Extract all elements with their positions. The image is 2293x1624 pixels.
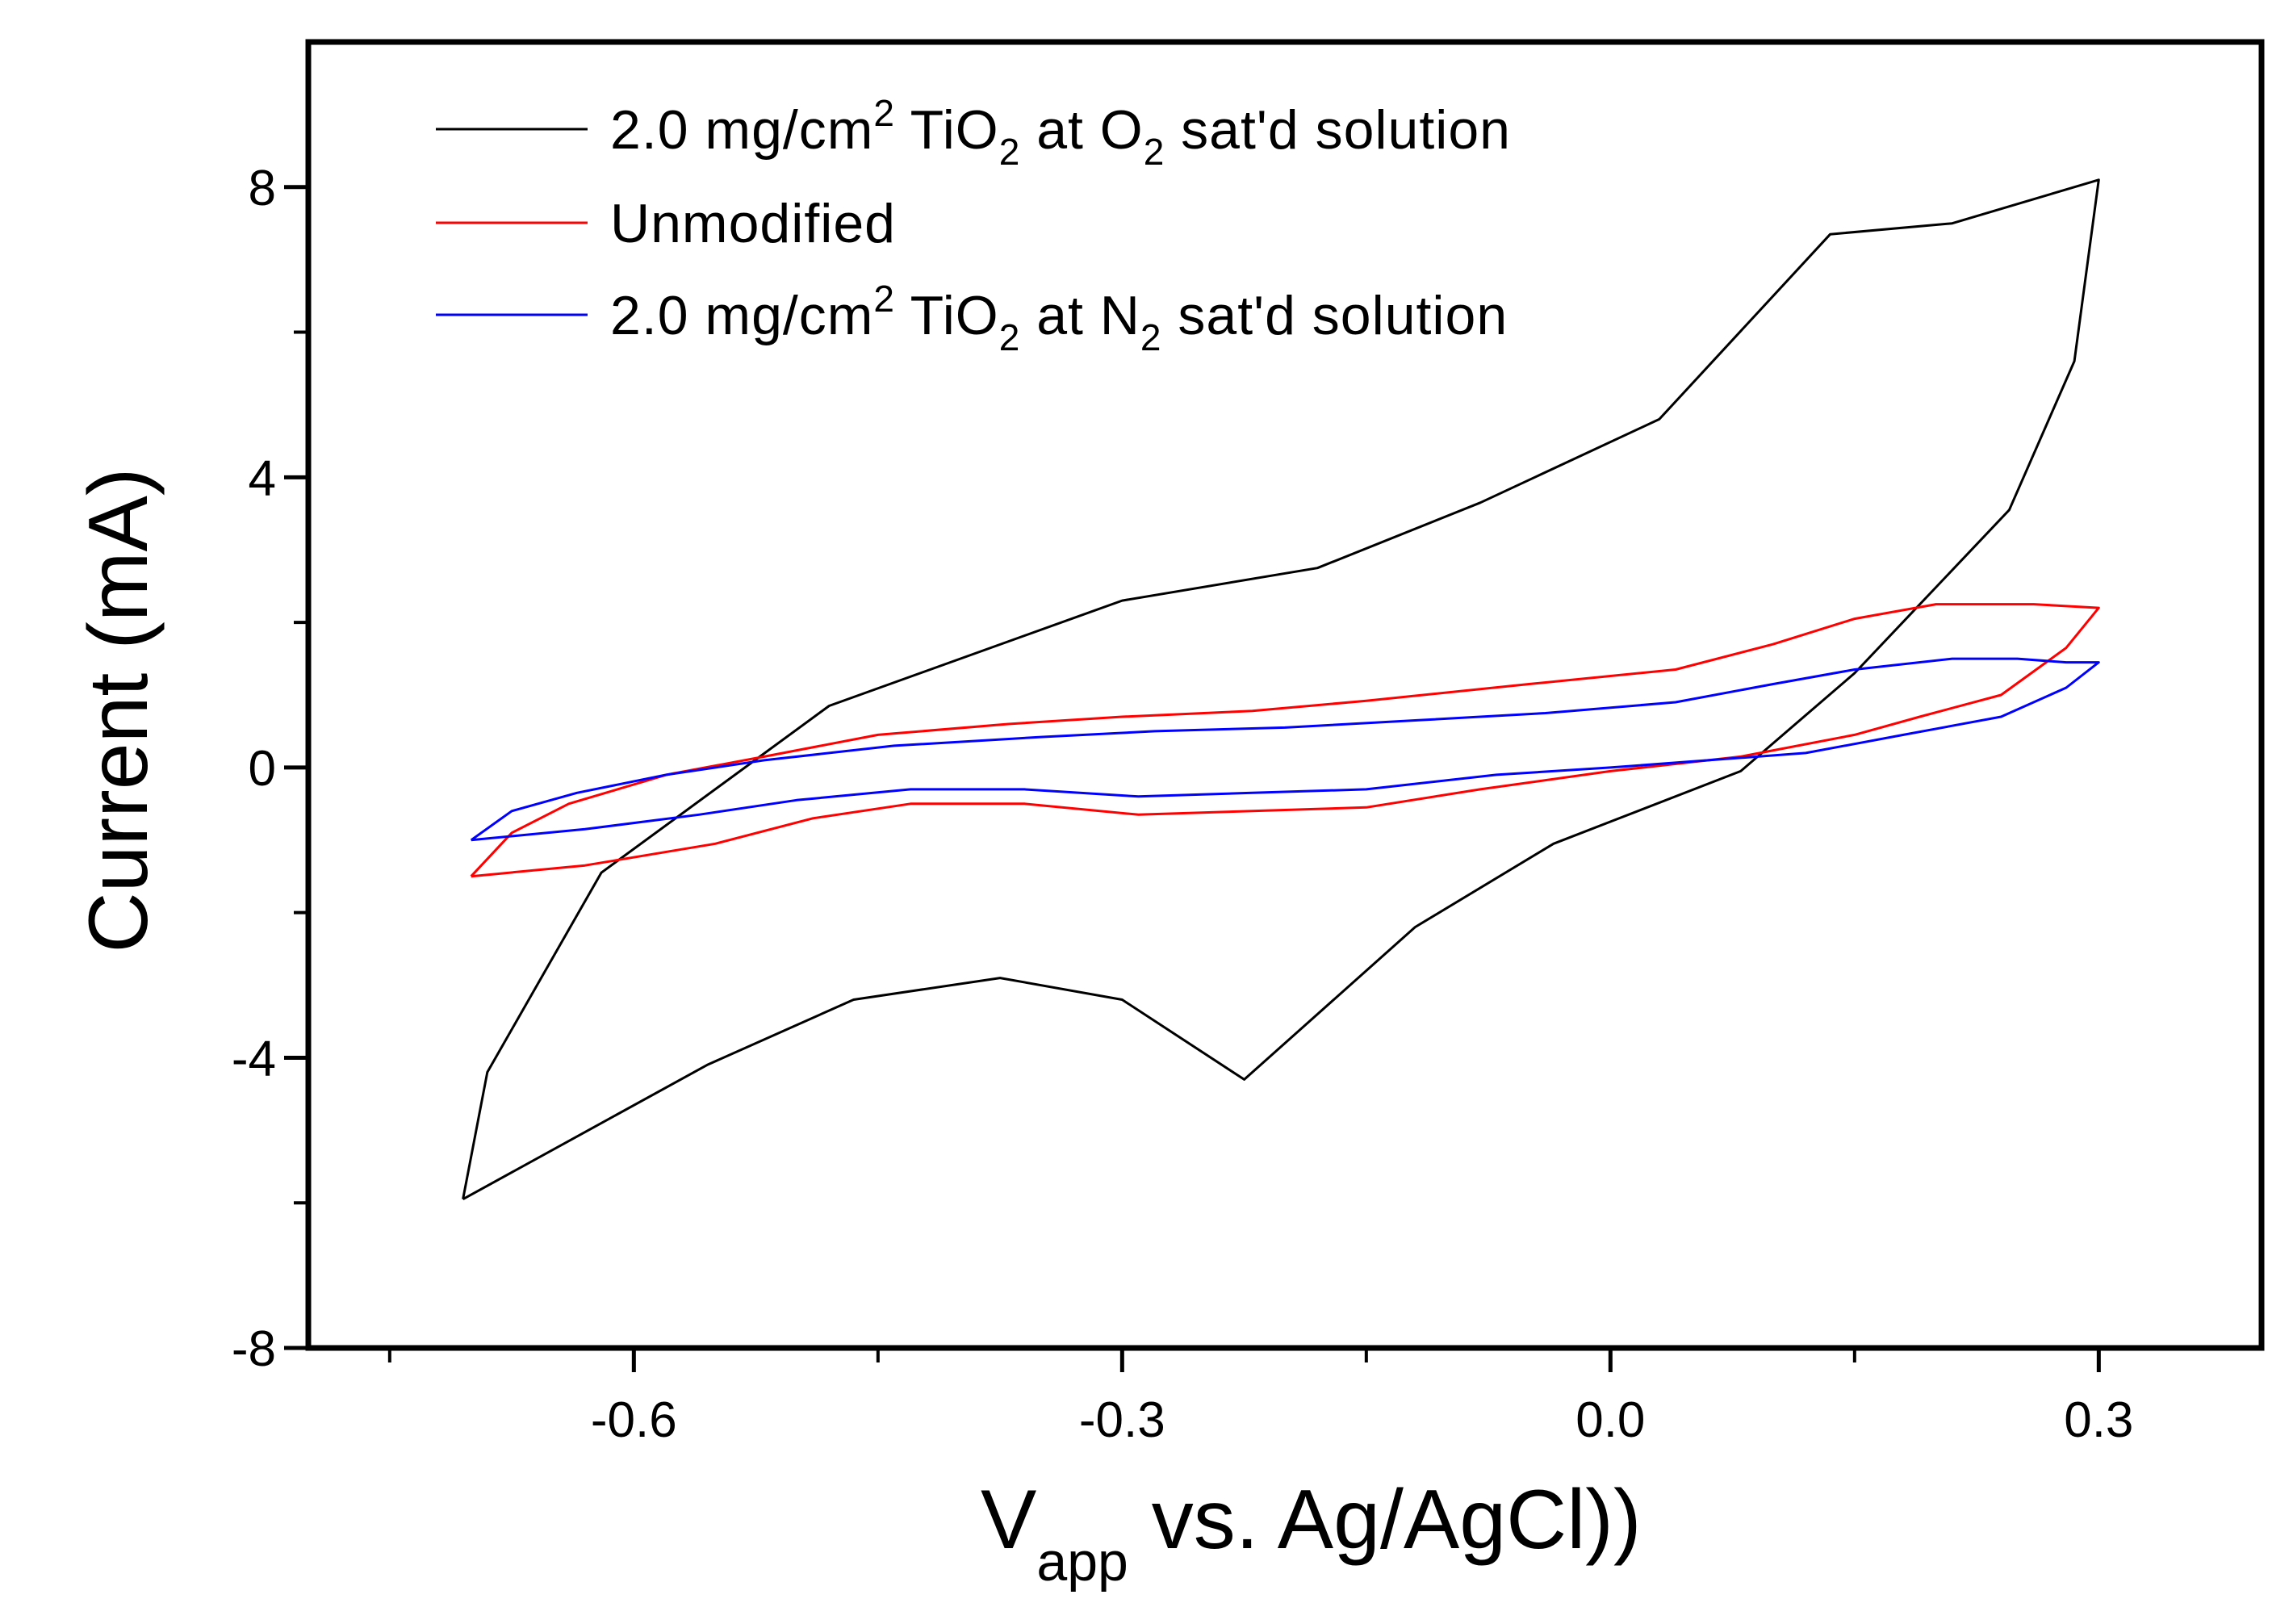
plot-frame bbox=[305, 39, 2265, 1351]
legend: 2.0 mg/cm2 TiO2 at O2 sat'd solution Unm… bbox=[436, 92, 1511, 358]
legend-label-series-1: 2.0 mg/cm2 TiO2 at O2 sat'd solution bbox=[610, 92, 1511, 173]
y-tick-label-0: 0 bbox=[249, 741, 276, 797]
y-tick-label-4: 4 bbox=[249, 450, 276, 506]
x-axis-title: Vapp vs. Ag/AgCl)) bbox=[981, 1473, 1642, 1593]
series-line-3 bbox=[470, 657, 2100, 842]
y-tick-label-8: 8 bbox=[249, 161, 276, 216]
y-axis-title: Current (mA) bbox=[72, 468, 165, 953]
y-tick-label--4: -4 bbox=[232, 1031, 276, 1086]
series-line-2 bbox=[470, 603, 2100, 878]
series-line-1 bbox=[462, 178, 2100, 1201]
x-tick-label-0.3: 0.3 bbox=[2064, 1392, 2133, 1448]
x-tick-label--0.6: -0.6 bbox=[591, 1392, 677, 1448]
legend-label-series-3: 2.0 mg/cm2 TiO2 at N2 sat'd solution bbox=[610, 278, 1508, 358]
legend-label-series-2: Unmodified bbox=[610, 193, 896, 254]
x-tick-label--0.3: -0.3 bbox=[1079, 1392, 1165, 1448]
axis-ticks bbox=[284, 185, 2101, 1372]
x-tick-label-0.0: 0.0 bbox=[1575, 1392, 1645, 1448]
y-tick-label--8: -8 bbox=[232, 1321, 276, 1377]
series-layer bbox=[462, 178, 2100, 1201]
axis-tick-labels: -0.6 -0.3 0.0 0.3 -8 -4 0 4 8 bbox=[232, 161, 2134, 1448]
